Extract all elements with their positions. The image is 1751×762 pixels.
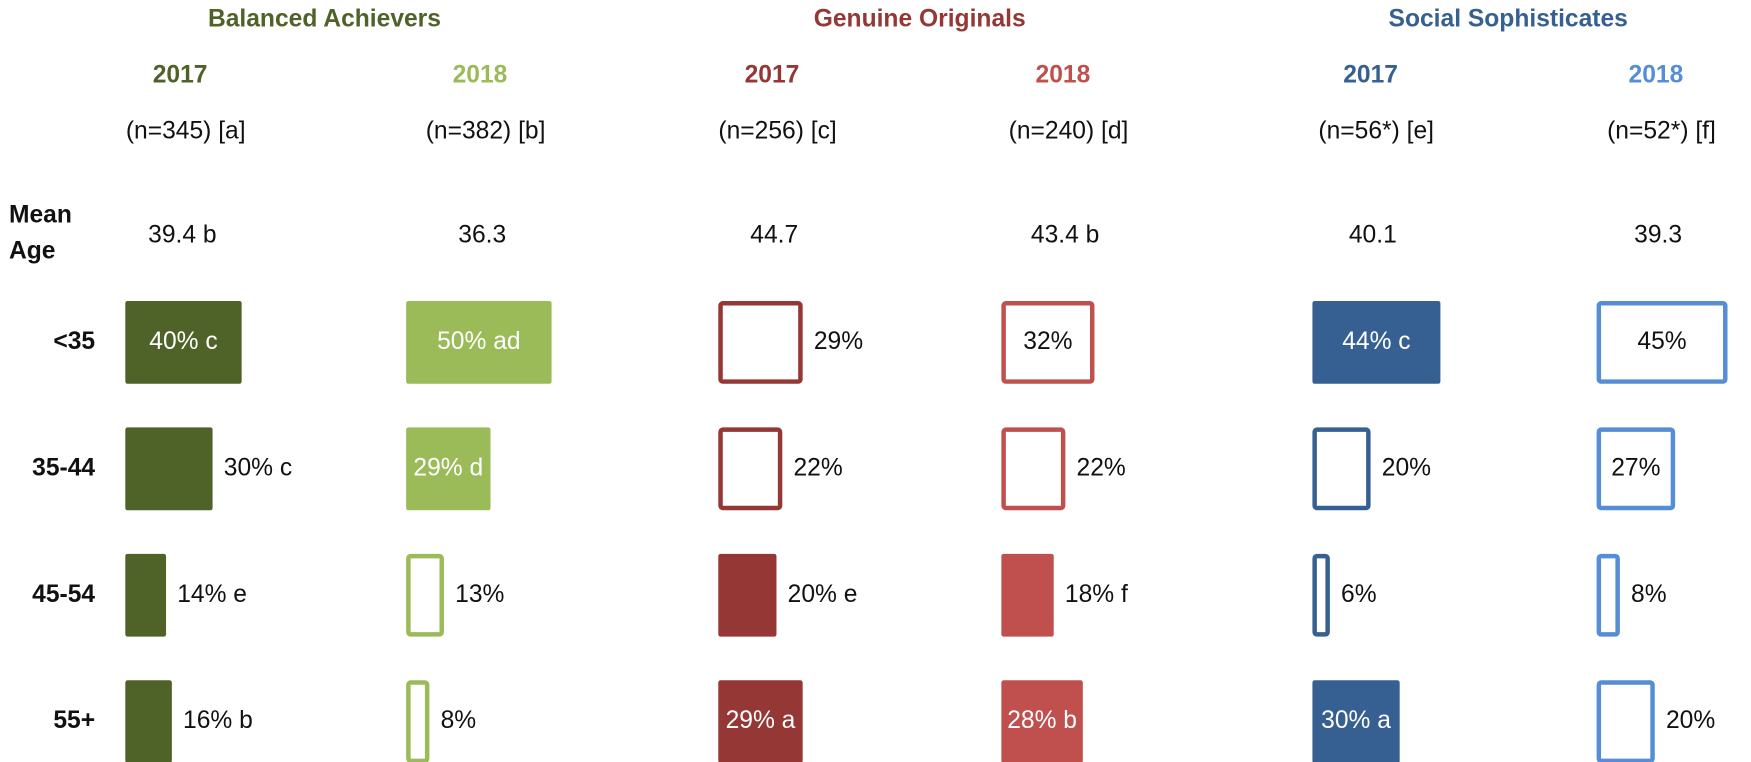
- n-label: (n=382) [b]: [426, 118, 546, 145]
- value-label: 27%: [1611, 454, 1660, 481]
- bar-outline: [1001, 427, 1066, 511]
- value-label: 40% c: [149, 328, 217, 355]
- bar-outline: [406, 553, 444, 637]
- group-title: Social Sophisticates: [1389, 6, 1628, 33]
- year-label: 2018: [453, 62, 508, 89]
- year-label: 2017: [153, 62, 208, 89]
- bar: [406, 301, 552, 384]
- bar-outline: [718, 301, 803, 384]
- value-label: 6%: [1341, 581, 1377, 608]
- bar: [125, 680, 172, 762]
- bar: [718, 680, 803, 762]
- mean-age-title: Mean Age: [8, 200, 72, 265]
- value-label: 14% e: [177, 581, 247, 608]
- bar-outline: [1596, 427, 1676, 511]
- value-label: 20%: [1382, 454, 1431, 481]
- bar: [1312, 301, 1441, 384]
- mean-age-title-box: Mean Age: [8, 200, 72, 265]
- bar-outline: [718, 427, 783, 511]
- row-label: 55+: [53, 707, 95, 734]
- n-label: (n=256) [c]: [718, 118, 836, 145]
- value-label: 32%: [1023, 328, 1072, 355]
- value-label: 20% e: [788, 581, 858, 608]
- value-label: 8%: [441, 707, 477, 734]
- year-label: 2017: [745, 62, 800, 89]
- n-label: (n=56*) [e]: [1318, 118, 1434, 145]
- row-label: 45-54: [32, 581, 95, 608]
- value-label: 50% ad: [437, 328, 520, 355]
- value-label: 29%: [814, 328, 863, 355]
- row-label: 35-44: [32, 454, 95, 481]
- value-label: 8%: [1631, 581, 1667, 608]
- value-label: 20%: [1666, 707, 1715, 734]
- n-label: (n=240) [d]: [1009, 118, 1129, 145]
- value-label: 16% b: [183, 707, 253, 734]
- bar-outline: [1596, 553, 1620, 637]
- value-label: 29% a: [726, 707, 796, 734]
- value-label: 22%: [793, 454, 842, 481]
- mean-age: 39.4 b: [148, 222, 216, 249]
- bar: [125, 553, 167, 637]
- group-title: Balanced Achievers: [208, 6, 441, 33]
- row-label: <35: [53, 328, 95, 355]
- bar: [1312, 680, 1400, 762]
- group-title: Genuine Originals: [814, 6, 1026, 33]
- value-label: 44% c: [1342, 328, 1410, 355]
- year-label: 2017: [1343, 62, 1398, 89]
- year-label: 2018: [1036, 62, 1091, 89]
- mean-age: 43.4 b: [1031, 222, 1099, 249]
- bar: [1001, 680, 1083, 762]
- value-label: 29% d: [413, 454, 483, 481]
- bar: [406, 427, 491, 511]
- value-label: 45%: [1637, 328, 1686, 355]
- bar-outline: [1596, 301, 1728, 384]
- value-label: 30% a: [1321, 707, 1391, 734]
- mean-age: 36.3: [458, 222, 506, 249]
- value-label: 28% b: [1007, 707, 1077, 734]
- bar: [1001, 553, 1054, 637]
- year-label: 2018: [1629, 62, 1684, 89]
- bar-outline: [1596, 680, 1655, 762]
- bar-outline: [1001, 301, 1095, 384]
- n-label: (n=52*) [f]: [1607, 118, 1716, 145]
- bar-outline: [1312, 553, 1330, 637]
- n-label: (n=345) [a]: [126, 118, 246, 145]
- value-label: 30% c: [224, 454, 292, 481]
- value-label: 18% f: [1065, 581, 1128, 608]
- mean-age: 44.7: [750, 222, 798, 249]
- bar-outline: [406, 680, 430, 762]
- bar: [718, 553, 777, 637]
- bar: [125, 301, 242, 384]
- bar-outline: [1312, 427, 1371, 511]
- value-label: 13%: [455, 581, 504, 608]
- value-label: 22%: [1077, 454, 1126, 481]
- mean-age: 40.1: [1349, 222, 1397, 249]
- mean-age: 39.3: [1634, 222, 1682, 249]
- bar: [125, 427, 213, 511]
